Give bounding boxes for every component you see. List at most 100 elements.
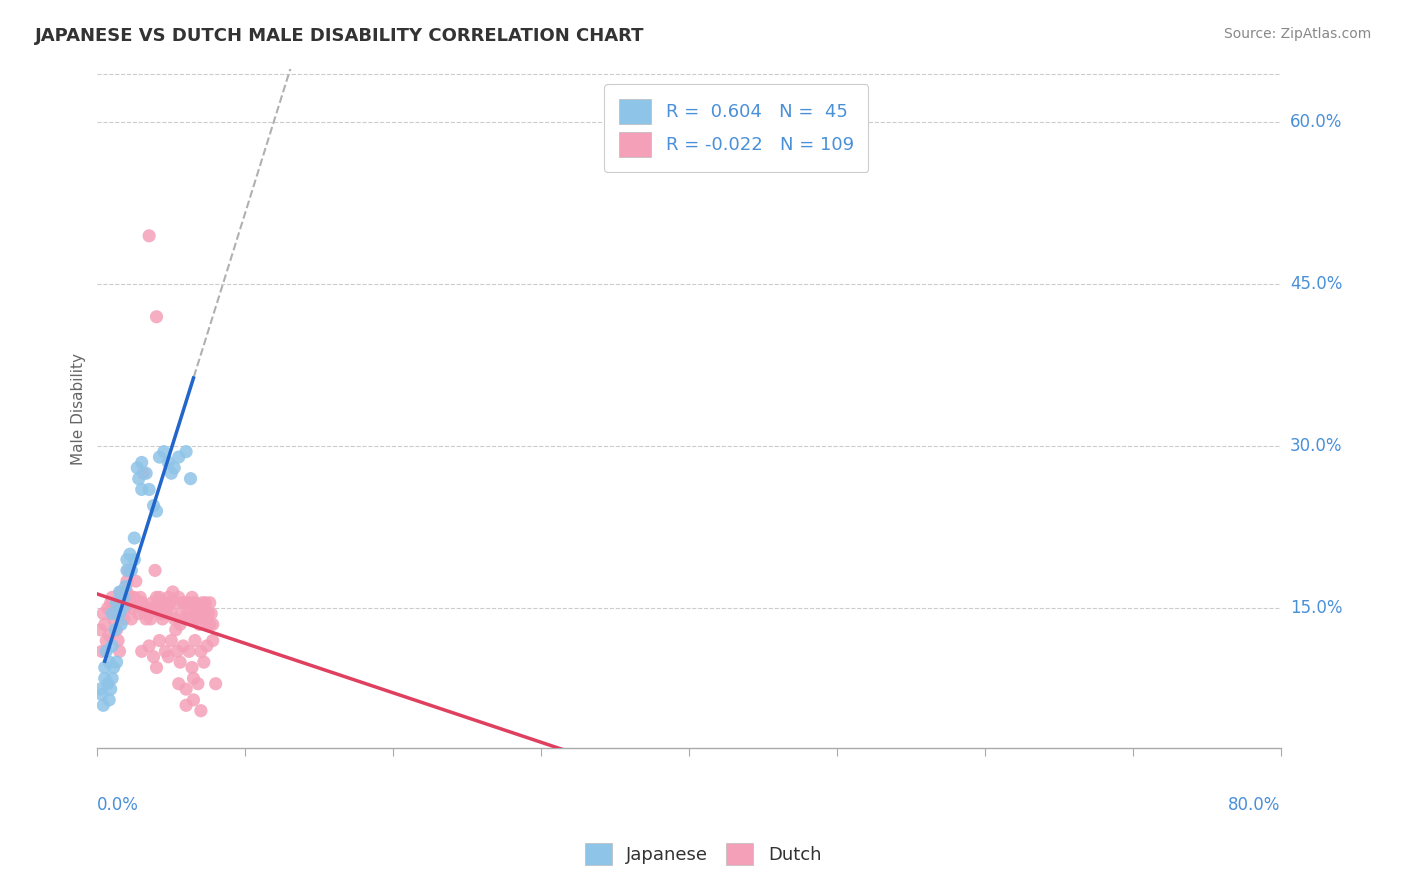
Point bbox=[145, 660, 167, 674]
Point bbox=[103, 660, 125, 674]
Point bbox=[142, 649, 165, 664]
Point bbox=[131, 596, 153, 610]
Point bbox=[139, 612, 162, 626]
Point bbox=[118, 547, 141, 561]
Point bbox=[89, 623, 111, 637]
Point bbox=[197, 607, 219, 621]
Point bbox=[191, 596, 214, 610]
Point bbox=[172, 639, 194, 653]
Point bbox=[112, 591, 135, 605]
Point bbox=[160, 633, 183, 648]
Text: 45.0%: 45.0% bbox=[1291, 276, 1343, 293]
Point bbox=[152, 612, 174, 626]
Point bbox=[131, 455, 153, 469]
Point bbox=[176, 607, 198, 621]
Text: 80.0%: 80.0% bbox=[1229, 796, 1281, 814]
Point bbox=[169, 617, 191, 632]
Point bbox=[110, 617, 132, 632]
Point bbox=[163, 612, 186, 626]
Point bbox=[195, 639, 218, 653]
Point bbox=[98, 693, 121, 707]
Point bbox=[124, 552, 146, 566]
Text: Source: ZipAtlas.com: Source: ZipAtlas.com bbox=[1223, 27, 1371, 41]
Point bbox=[108, 607, 131, 621]
Point bbox=[101, 591, 124, 605]
Point bbox=[96, 633, 118, 648]
Point bbox=[115, 585, 138, 599]
Point bbox=[149, 607, 172, 621]
Point bbox=[174, 444, 197, 458]
Point bbox=[141, 596, 163, 610]
Point bbox=[148, 633, 170, 648]
Point bbox=[103, 612, 125, 626]
Point bbox=[145, 591, 167, 605]
Point bbox=[153, 444, 176, 458]
Point bbox=[93, 671, 115, 685]
Point bbox=[121, 601, 143, 615]
Point bbox=[167, 677, 190, 691]
Point bbox=[134, 607, 156, 621]
Point bbox=[155, 644, 177, 658]
Text: JAPANESE VS DUTCH MALE DISABILITY CORRELATION CHART: JAPANESE VS DUTCH MALE DISABILITY CORREL… bbox=[35, 27, 644, 45]
Point bbox=[148, 450, 170, 464]
Point bbox=[138, 639, 160, 653]
Point bbox=[136, 601, 159, 615]
Point bbox=[93, 660, 115, 674]
Point bbox=[117, 563, 139, 577]
Point bbox=[101, 671, 124, 685]
Point bbox=[159, 596, 181, 610]
Point bbox=[93, 617, 115, 632]
Point bbox=[145, 310, 167, 324]
Point bbox=[169, 655, 191, 669]
Point bbox=[204, 677, 226, 691]
Point bbox=[135, 612, 157, 626]
Point bbox=[91, 607, 114, 621]
Point bbox=[124, 591, 146, 605]
Point bbox=[186, 612, 208, 626]
Point bbox=[124, 531, 146, 545]
Point bbox=[105, 655, 128, 669]
Point bbox=[181, 660, 204, 674]
Point bbox=[128, 607, 150, 621]
Point bbox=[173, 612, 195, 626]
Point bbox=[143, 563, 166, 577]
Point bbox=[131, 644, 153, 658]
Point bbox=[100, 682, 122, 697]
Point bbox=[174, 596, 197, 610]
Point bbox=[96, 644, 118, 658]
Point bbox=[177, 644, 200, 658]
Point bbox=[145, 504, 167, 518]
Point bbox=[187, 601, 209, 615]
Point bbox=[148, 591, 170, 605]
Point bbox=[177, 596, 200, 610]
Point bbox=[112, 612, 135, 626]
Point bbox=[127, 596, 149, 610]
Point bbox=[201, 617, 224, 632]
Point bbox=[108, 585, 131, 599]
Text: 60.0%: 60.0% bbox=[1291, 113, 1343, 131]
Point bbox=[120, 591, 142, 605]
Point bbox=[166, 644, 188, 658]
Point bbox=[100, 596, 122, 610]
Point bbox=[138, 607, 160, 621]
Point bbox=[127, 461, 149, 475]
Point bbox=[190, 704, 212, 718]
Point bbox=[166, 596, 188, 610]
Point bbox=[91, 698, 114, 713]
Point bbox=[110, 585, 132, 599]
Text: 0.0%: 0.0% bbox=[97, 796, 139, 814]
Point bbox=[114, 580, 136, 594]
Point bbox=[187, 677, 209, 691]
Point bbox=[111, 601, 134, 615]
Point bbox=[104, 601, 127, 615]
Point bbox=[111, 596, 134, 610]
Point bbox=[190, 607, 212, 621]
Point bbox=[153, 596, 176, 610]
Point bbox=[90, 644, 112, 658]
Point bbox=[101, 607, 124, 621]
Point bbox=[115, 574, 138, 589]
Point bbox=[142, 601, 165, 615]
Point bbox=[142, 499, 165, 513]
Point bbox=[157, 649, 180, 664]
Point bbox=[160, 467, 183, 481]
